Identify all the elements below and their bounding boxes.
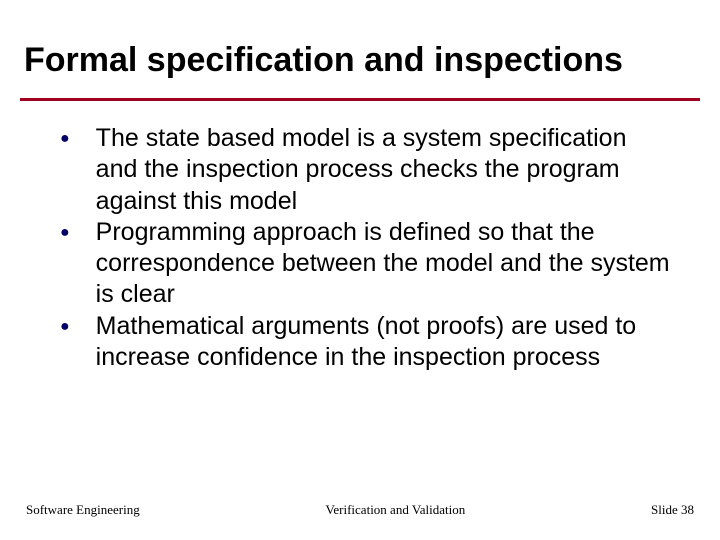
footer-right: Slide 38 — [651, 502, 694, 518]
list-item: ● Programming approach is defined so tha… — [60, 217, 674, 311]
list-item: ● The state based model is a system spec… — [60, 123, 674, 217]
slide-container: { "title": { "text": "Formal specificati… — [0, 0, 720, 540]
slide-title: Formal specification and inspections — [24, 42, 696, 79]
bullet-icon: ● — [60, 217, 70, 248]
title-underline — [20, 98, 700, 101]
footer-center: Verification and Validation — [140, 502, 651, 518]
footer-left: Software Engineering — [26, 502, 140, 518]
bullet-icon: ● — [60, 311, 70, 342]
content-area: ● The state based model is a system spec… — [60, 123, 674, 373]
bullet-text: Programming approach is defined so that … — [96, 217, 674, 311]
bullet-icon: ● — [60, 123, 70, 154]
list-item: ● Mathematical arguments (not proofs) ar… — [60, 311, 674, 374]
bullet-text: The state based model is a system specif… — [96, 123, 674, 217]
bullet-list: ● The state based model is a system spec… — [60, 123, 674, 373]
bullet-text: Mathematical arguments (not proofs) are … — [96, 311, 674, 374]
footer: Software Engineering Verification and Va… — [26, 502, 694, 518]
